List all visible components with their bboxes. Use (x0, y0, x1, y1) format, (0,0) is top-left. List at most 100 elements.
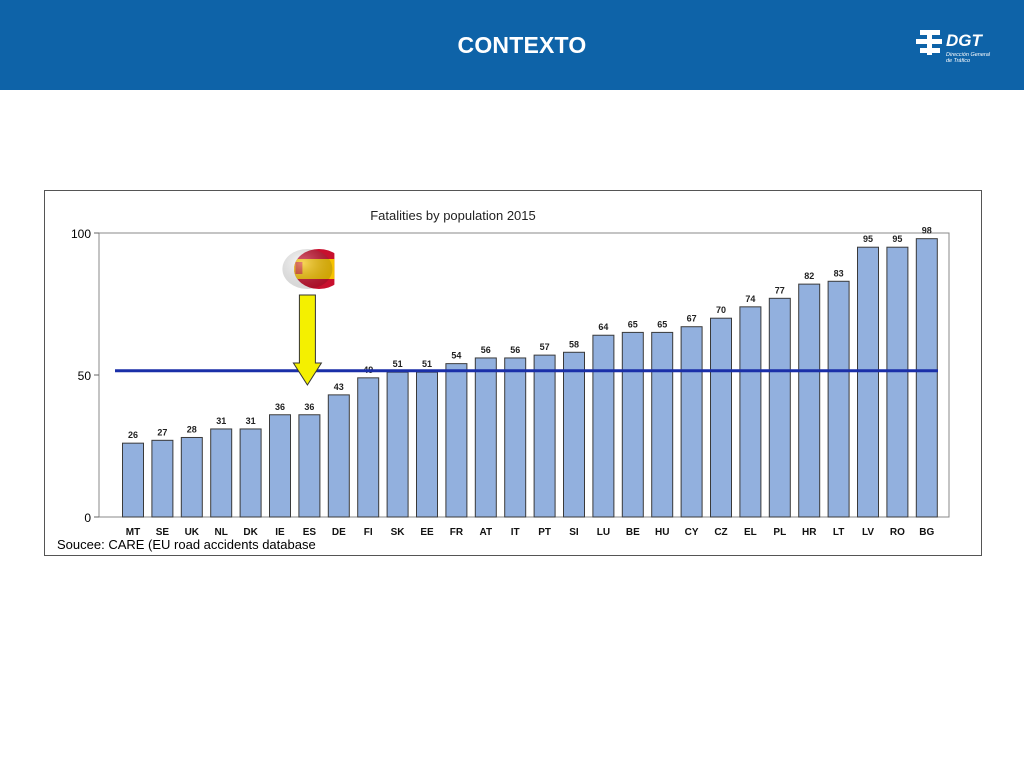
value-label-nl: 31 (216, 416, 226, 426)
y-tick-label: 0 (84, 511, 91, 525)
x-tick-label-fi: FI (364, 527, 373, 538)
value-label-si: 58 (569, 339, 579, 349)
x-tick-label-fr: FR (450, 527, 464, 538)
bar-sk (386, 371, 409, 518)
bar-se (151, 439, 174, 518)
x-tick-label-ro: RO (890, 527, 905, 538)
x-tick-label-ee: EE (420, 527, 434, 538)
bar-ie (269, 414, 291, 518)
header-bar: CONTEXTO DGT Dirección General de Tráfic… (0, 0, 1024, 90)
value-label-bg: 98 (922, 226, 932, 236)
value-label-hu: 65 (657, 319, 667, 329)
x-tick-label-at: AT (480, 527, 493, 538)
bar-cy (680, 326, 703, 518)
bar-series (122, 238, 938, 518)
x-tick-label-es: ES (303, 527, 317, 538)
bar-el (739, 306, 762, 518)
value-label-cy: 67 (687, 314, 697, 324)
x-tick-label-be: BE (626, 527, 640, 538)
value-label-de: 43 (334, 382, 344, 392)
x-tick-label-ie: IE (275, 527, 285, 538)
x-tick-label-nl: NL (215, 527, 228, 538)
value-label-ro: 95 (892, 234, 902, 244)
value-label-ie: 36 (275, 402, 285, 412)
x-tick-label-se: SE (156, 527, 170, 538)
bar-dk (239, 428, 262, 518)
value-label-it: 56 (510, 345, 520, 355)
bar-lt (827, 280, 850, 518)
x-tick-label-hu: HU (655, 527, 669, 538)
value-label-at: 56 (481, 345, 491, 355)
value-label-lu: 64 (598, 322, 608, 332)
chart-panel: Fatalities by population 2015 0 50 100 26 2… (44, 190, 982, 556)
value-label-es: 36 (304, 402, 314, 412)
bar-pt (533, 354, 556, 518)
bar-fi (357, 377, 380, 518)
arrow-down-icon (292, 294, 323, 386)
bar-fr (445, 363, 468, 518)
value-label-el: 74 (745, 294, 755, 304)
x-tick-label-pt: PT (538, 527, 551, 538)
value-label-cz: 70 (716, 305, 726, 315)
bar-bg (915, 238, 938, 518)
fatalities-bar-chart: Fatalities by population 2015 0 50 100 26 2… (57, 208, 950, 552)
bar-cz (710, 317, 732, 518)
chart-source: Soucee: CARE (EU road accidents database (57, 537, 316, 552)
value-label-hr: 82 (804, 271, 814, 281)
bar-hr (798, 283, 821, 518)
y-tick-label: 50 (78, 369, 92, 383)
x-tick-label-cz: CZ (714, 527, 727, 538)
x-tick-label-bg: BG (919, 527, 934, 538)
x-tick-label-de: DE (332, 527, 346, 538)
x-tick-label-mt: MT (126, 527, 140, 538)
bar-de (327, 394, 350, 518)
bar-lv (857, 246, 879, 518)
highlight-marker (282, 249, 335, 386)
logo-subtitle-2: de Tráfico (946, 58, 971, 64)
x-tick-label-el: EL (744, 527, 757, 538)
value-label-be: 65 (628, 319, 638, 329)
y-axis: 0 50 100 (71, 227, 99, 525)
value-label-ee: 51 (422, 359, 432, 369)
bar-pl (768, 297, 791, 518)
x-tick-label-cy: CY (685, 527, 699, 538)
x-tick-label-lu: LU (597, 527, 610, 538)
x-tick-label-lv: LV (862, 527, 874, 538)
dgt-emblem-icon (916, 30, 942, 55)
page-title: CONTEXTO (457, 32, 587, 58)
value-label-dk: 31 (246, 416, 256, 426)
value-label-mt: 26 (128, 430, 138, 440)
value-label-sk: 51 (393, 359, 403, 369)
y-tick-label: 100 (71, 227, 91, 241)
value-label-lt: 83 (834, 268, 844, 278)
bar-uk (180, 436, 203, 518)
x-tick-label-hr: HR (802, 527, 817, 538)
chart-title: Fatalities by population 2015 (370, 208, 536, 223)
dgt-logo: DGT Dirección General de Tráfico (916, 28, 1006, 68)
bar-be (621, 331, 644, 518)
bar-ro (886, 246, 909, 518)
value-label-uk: 28 (187, 424, 197, 434)
spain-flag-icon (282, 249, 335, 289)
x-tick-label-si: SI (569, 527, 579, 538)
bar-mt (122, 442, 144, 518)
bar-hu (651, 331, 674, 518)
x-tick-label-pl: PL (773, 527, 786, 538)
bar-it (504, 357, 527, 518)
bar-at (474, 357, 497, 518)
x-tick-labels: MT SE UK NL DK IE ES DE FI SK EE FR AT IT PT SI LU BE HU CY… (126, 527, 935, 538)
bar-nl (210, 428, 233, 518)
x-tick-label-dk: DK (243, 527, 258, 538)
bar-es (298, 414, 321, 518)
value-label-se: 27 (157, 427, 167, 437)
logo-subtitle-1: Dirección General (946, 52, 991, 58)
logo-text: DGT (946, 31, 982, 50)
value-label-lv: 95 (863, 234, 873, 244)
x-tick-label-uk: UK (185, 527, 200, 538)
value-label-pl: 77 (775, 285, 785, 295)
bar-lu (592, 334, 615, 518)
x-tick-label-lt: LT (833, 527, 844, 538)
bar-si (563, 351, 585, 518)
x-tick-label-sk: SK (391, 527, 406, 538)
bar-ee (416, 371, 438, 518)
